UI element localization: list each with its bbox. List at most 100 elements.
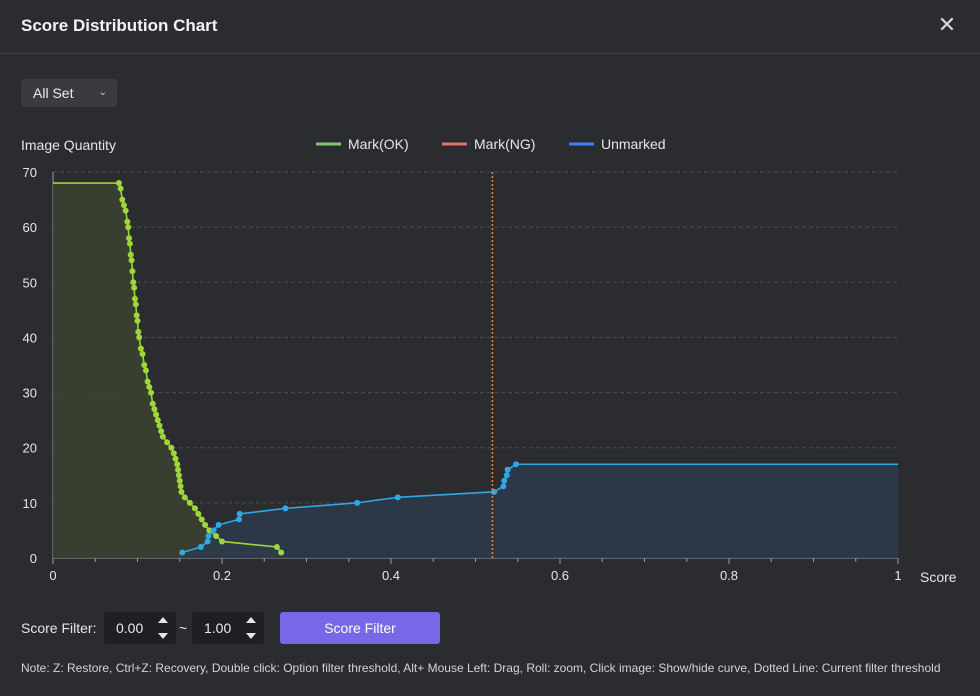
data-point[interactable] [142,367,149,374]
y-tick-label: 50 [23,275,37,290]
data-point[interactable] [354,499,361,506]
series-area [182,464,898,558]
data-point[interactable] [132,301,139,308]
data-point[interactable] [159,433,166,440]
score-max-stepper[interactable]: 1.00 [192,612,264,644]
data-point[interactable] [151,406,158,413]
data-point[interactable] [204,538,211,545]
decrement-icon[interactable] [246,633,256,639]
data-point[interactable] [120,202,127,209]
data-point[interactable] [202,521,209,528]
data-point[interactable] [175,466,182,473]
data-point[interactable] [135,328,142,335]
score-filter-button[interactable]: Score Filter [280,612,440,644]
data-point[interactable] [174,461,181,468]
score-min-stepper[interactable]: 0.00 [104,612,176,644]
data-point[interactable] [215,521,222,528]
set-select[interactable]: All Set ⌄ [21,79,117,107]
data-point[interactable] [133,312,140,319]
data-point[interactable] [131,295,138,302]
score-distribution-chart[interactable]: 0 10 20 30 40 50 60 70 0 0.2 0.4 0.6 0.8 1 Image Quant… [0,120,980,595]
data-point[interactable] [197,543,204,550]
data-point[interactable] [115,180,122,187]
legend-label[interactable]: Mark(OK) [348,136,409,152]
legend-label[interactable]: Mark(NG) [474,136,535,152]
data-point[interactable] [236,510,243,517]
data-point[interactable] [175,472,182,479]
data-point[interactable] [127,251,134,258]
data-point[interactable] [181,494,188,501]
data-point[interactable] [136,334,143,341]
data-point[interactable] [273,543,280,550]
data-point[interactable] [500,483,507,490]
increment-icon[interactable] [246,617,256,623]
data-point[interactable] [176,477,183,484]
data-point[interactable] [146,384,153,391]
data-point[interactable] [394,494,401,501]
increment-icon[interactable] [158,617,168,623]
data-point[interactable] [128,257,135,264]
chevron-down-icon: ⌄ [98,87,107,98]
data-point[interactable] [213,532,220,539]
data-point[interactable] [137,345,144,352]
help-note: Note: Z: Restore, Ctrl+Z: Recovery, Doub… [21,661,941,675]
close-icon[interactable]: ✕ [937,12,957,37]
data-point[interactable] [124,218,131,225]
data-point[interactable] [191,505,198,512]
data-point[interactable] [186,499,193,506]
data-point[interactable] [503,472,510,479]
data-point[interactable] [282,505,289,512]
data-point[interactable] [210,527,217,534]
decrement-icon[interactable] [158,633,168,639]
score-min-value[interactable]: 0.00 [116,620,144,636]
data-point[interactable] [168,444,175,451]
legend-label[interactable]: Unmarked [601,136,666,152]
data-point[interactable] [144,378,151,385]
data-point[interactable] [131,284,138,291]
score-filter-label: Score Filter: [21,620,97,636]
data-point[interactable] [219,538,225,545]
data-point[interactable] [278,549,285,556]
data-point[interactable] [178,488,185,495]
data-point[interactable] [513,461,520,468]
data-point[interactable] [156,422,163,429]
data-point[interactable] [179,549,186,556]
data-point[interactable] [117,185,124,192]
data-point[interactable] [153,411,160,418]
window-title: Score Distribution Chart [21,16,218,35]
data-point[interactable] [206,527,213,534]
data-point[interactable] [235,516,242,523]
data-point[interactable] [501,477,508,484]
data-point[interactable] [125,224,132,231]
data-point[interactable] [129,268,136,275]
data-point[interactable] [158,428,165,435]
data-point[interactable] [504,466,511,473]
data-point[interactable] [139,350,146,357]
score-max-value[interactable]: 1.00 [204,620,232,636]
y-tick-label: 20 [23,441,37,456]
data-point[interactable] [170,450,177,457]
data-point[interactable] [205,532,212,539]
data-point[interactable] [148,389,155,396]
data-point[interactable] [195,510,202,517]
data-point[interactable] [122,207,129,214]
data-point[interactable] [141,362,148,368]
x-tick-label: 0.4 [382,568,400,583]
data-point[interactable] [154,417,161,424]
data-point[interactable] [177,483,184,490]
data-point[interactable] [119,196,126,203]
data-point[interactable] [126,235,133,242]
x-tick-label: 0.2 [213,568,231,583]
range-separator: ~ [179,620,188,636]
data-point[interactable] [172,455,179,462]
data-point[interactable] [149,400,156,407]
stepper-arrows [246,617,256,639]
stepper-arrows [158,617,168,639]
data-point[interactable] [130,279,137,286]
data-point[interactable] [134,317,141,324]
data-point[interactable] [198,516,205,523]
series-area [53,183,282,558]
title-bar: Score Distribution Chart ✕ [0,0,980,54]
data-point[interactable] [126,240,133,247]
data-point[interactable] [164,439,171,446]
